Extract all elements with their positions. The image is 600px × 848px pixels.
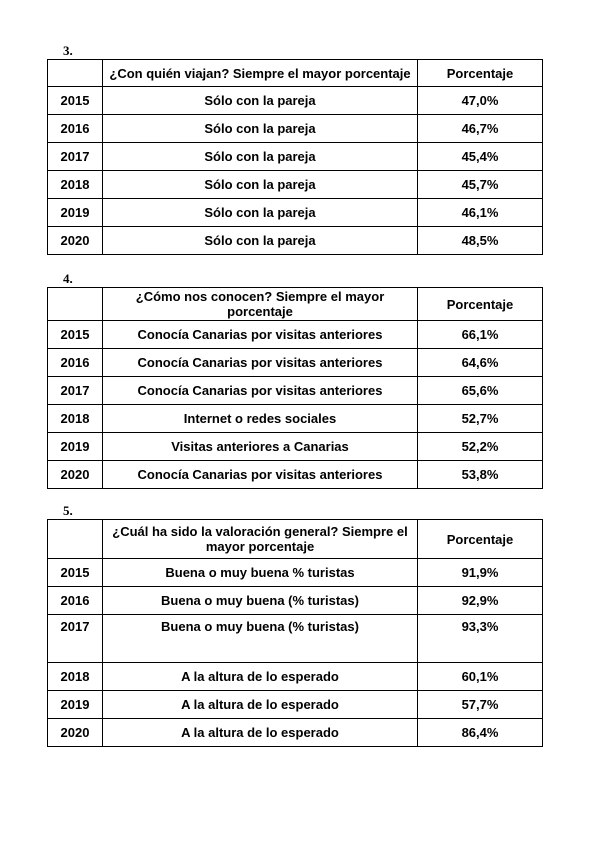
percentage-header-cell: Porcentaje xyxy=(417,287,543,321)
year-cell: 2016 xyxy=(47,114,103,143)
answer-cell: Sólo con la pareja xyxy=(102,226,418,255)
year-cell: 2019 xyxy=(47,198,103,227)
question-header-cell: ¿Con quién viajan? Siempre el mayor porc… xyxy=(102,59,418,87)
empty-corner-cell xyxy=(47,519,103,559)
value-cell: 93,3% xyxy=(417,614,543,663)
table-row: 2019 A la altura de lo esperado 57,7% xyxy=(47,690,543,719)
year-cell: 2017 xyxy=(47,376,103,405)
year-cell: 2018 xyxy=(47,662,103,691)
table-header-row: ¿Cómo nos conocen? Siempre el mayor porc… xyxy=(47,287,543,321)
value-cell: 52,7% xyxy=(417,404,543,433)
value-cell: 66,1% xyxy=(417,320,543,349)
percentage-header-cell: Porcentaje xyxy=(417,59,543,87)
document-page: 3. ¿Con quién viajan? Siempre el mayor p… xyxy=(47,43,543,747)
answer-cell: Conocía Canarias por visitas anteriores xyxy=(102,376,418,405)
table-row: 2015 Conocía Canarias por visitas anteri… xyxy=(47,320,543,349)
table-row: 2018 Sólo con la pareja 45,7% xyxy=(47,170,543,199)
year-cell: 2016 xyxy=(47,348,103,377)
section-table-3: 3. ¿Con quién viajan? Siempre el mayor p… xyxy=(47,43,543,255)
table-row: 2017 Conocía Canarias por visitas anteri… xyxy=(47,376,543,405)
table-row: 2020 A la altura de lo esperado 86,4% xyxy=(47,718,543,747)
value-cell: 47,0% xyxy=(417,86,543,115)
answer-cell: Conocía Canarias por visitas anteriores xyxy=(102,320,418,349)
value-cell: 45,7% xyxy=(417,170,543,199)
table-3: ¿Con quién viajan? Siempre el mayor porc… xyxy=(47,59,543,255)
value-cell: 86,4% xyxy=(417,718,543,747)
table-header-row: ¿Con quién viajan? Siempre el mayor porc… xyxy=(47,59,543,87)
table-row: 2017 Sólo con la pareja 45,4% xyxy=(47,142,543,171)
year-cell: 2019 xyxy=(47,432,103,461)
table-row: 2018 Internet o redes sociales 52,7% xyxy=(47,404,543,433)
value-cell: 91,9% xyxy=(417,558,543,587)
answer-cell: Sólo con la pareja xyxy=(102,114,418,143)
answer-cell: Sólo con la pareja xyxy=(102,198,418,227)
value-cell: 65,6% xyxy=(417,376,543,405)
section-table-5: 5. ¿Cuál ha sido la valoración general? … xyxy=(47,503,543,747)
table-row: 2020 Sólo con la pareja 48,5% xyxy=(47,226,543,255)
year-cell: 2015 xyxy=(47,320,103,349)
value-cell: 92,9% xyxy=(417,586,543,615)
answer-cell: Conocía Canarias por visitas anteriores xyxy=(102,348,418,377)
value-cell: 57,7% xyxy=(417,690,543,719)
answer-cell: Conocía Canarias por visitas anteriores xyxy=(102,460,418,489)
table-4: ¿Cómo nos conocen? Siempre el mayor porc… xyxy=(47,287,543,489)
table-row: 2015 Buena o muy buena % turistas 91,9% xyxy=(47,558,543,587)
table-5: ¿Cuál ha sido la valoración general? Sie… xyxy=(47,519,543,747)
answer-cell: A la altura de lo esperado xyxy=(102,690,418,719)
value-cell: 45,4% xyxy=(417,142,543,171)
year-cell: 2017 xyxy=(47,142,103,171)
table-row: 2018 A la altura de lo esperado 60,1% xyxy=(47,662,543,691)
table-3-number-label: 3. xyxy=(63,43,73,58)
year-cell: 2015 xyxy=(47,86,103,115)
year-cell: 2018 xyxy=(47,404,103,433)
section-table-4: 4. ¿Cómo nos conocen? Siempre el mayor p… xyxy=(47,271,543,489)
table-row: 2019 Sólo con la pareja 46,1% xyxy=(47,198,543,227)
empty-corner-cell xyxy=(47,287,103,321)
value-cell: 52,2% xyxy=(417,432,543,461)
year-cell: 2020 xyxy=(47,718,103,747)
answer-cell: A la altura de lo esperado xyxy=(102,662,418,691)
value-cell: 48,5% xyxy=(417,226,543,255)
value-cell: 64,6% xyxy=(417,348,543,377)
table-row: 2016 Conocía Canarias por visitas anteri… xyxy=(47,348,543,377)
year-cell: 2016 xyxy=(47,586,103,615)
table-row: 2017 Buena o muy buena (% turistas) 93,3… xyxy=(47,614,543,663)
answer-cell: A la altura de lo esperado xyxy=(102,718,418,747)
year-cell: 2015 xyxy=(47,558,103,587)
table-5-number-label: 5. xyxy=(63,503,73,518)
question-header-cell: ¿Cómo nos conocen? Siempre el mayor porc… xyxy=(102,287,418,321)
answer-cell: Sólo con la pareja xyxy=(102,86,418,115)
table-header-row: ¿Cuál ha sido la valoración general? Sie… xyxy=(47,519,543,559)
value-cell: 46,1% xyxy=(417,198,543,227)
value-cell: 46,7% xyxy=(417,114,543,143)
table-4-number-label: 4. xyxy=(63,271,73,286)
table-row: 2016 Buena o muy buena (% turistas) 92,9… xyxy=(47,586,543,615)
answer-cell: Sólo con la pareja xyxy=(102,170,418,199)
year-cell: 2020 xyxy=(47,226,103,255)
year-cell: 2019 xyxy=(47,690,103,719)
year-cell: 2020 xyxy=(47,460,103,489)
empty-corner-cell xyxy=(47,59,103,87)
value-cell: 60,1% xyxy=(417,662,543,691)
table-row: 2019 Visitas anteriores a Canarias 52,2% xyxy=(47,432,543,461)
table-row: 2016 Sólo con la pareja 46,7% xyxy=(47,114,543,143)
answer-cell: Sólo con la pareja xyxy=(102,142,418,171)
year-cell: 2018 xyxy=(47,170,103,199)
answer-cell: Visitas anteriores a Canarias xyxy=(102,432,418,461)
table-row: 2015 Sólo con la pareja 47,0% xyxy=(47,86,543,115)
question-header-cell: ¿Cuál ha sido la valoración general? Sie… xyxy=(102,519,418,559)
answer-cell: Buena o muy buena % turistas xyxy=(102,558,418,587)
value-cell: 53,8% xyxy=(417,460,543,489)
percentage-header-cell: Porcentaje xyxy=(417,519,543,559)
answer-cell: Buena o muy buena (% turistas) xyxy=(102,586,418,615)
answer-cell: Internet o redes sociales xyxy=(102,404,418,433)
answer-cell: Buena o muy buena (% turistas) xyxy=(102,614,418,663)
table-row: 2020 Conocía Canarias por visitas anteri… xyxy=(47,460,543,489)
year-cell: 2017 xyxy=(47,614,103,663)
